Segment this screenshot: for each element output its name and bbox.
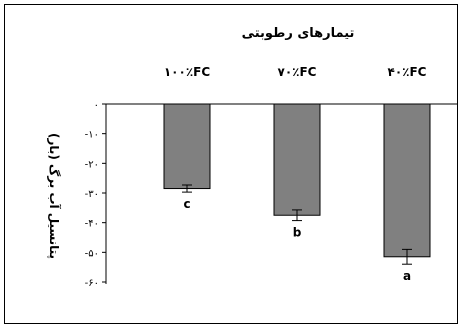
bars — [163, 103, 431, 258]
category-labels: ۱۰۰٪FC ۷۰٪FC ۴۰٪FC — [164, 65, 427, 79]
chart-title: تیمارهای رطوبتی — [242, 26, 355, 41]
y-tick-label: ۰ — [94, 100, 99, 111]
error-bars — [182, 184, 412, 265]
y-axis-label: پتانسیل آب برگ (بار) — [47, 133, 62, 259]
category-label: ۱۰۰٪FC — [164, 65, 210, 79]
significance-letter: c — [183, 197, 190, 211]
category-label: ۴۰٪FC — [388, 65, 427, 79]
y-tick-label: -۴۰ — [85, 219, 99, 230]
y-tick-label: -۵۰ — [85, 248, 99, 259]
category-label: ۷۰٪FC — [278, 65, 317, 79]
significance-letters: c b a — [183, 197, 411, 283]
y-tick-label: -۶۰ — [85, 278, 99, 289]
bar — [273, 103, 321, 216]
bar — [383, 103, 431, 258]
y-tick-label: -۲۰ — [85, 159, 99, 170]
chart-frame — [4, 4, 458, 324]
significance-letter: b — [293, 226, 302, 240]
y-tick-label: -۳۰ — [85, 189, 99, 200]
y-tick-label: -۱۰ — [85, 130, 99, 141]
significance-letter: a — [403, 269, 411, 283]
bar — [163, 103, 211, 190]
